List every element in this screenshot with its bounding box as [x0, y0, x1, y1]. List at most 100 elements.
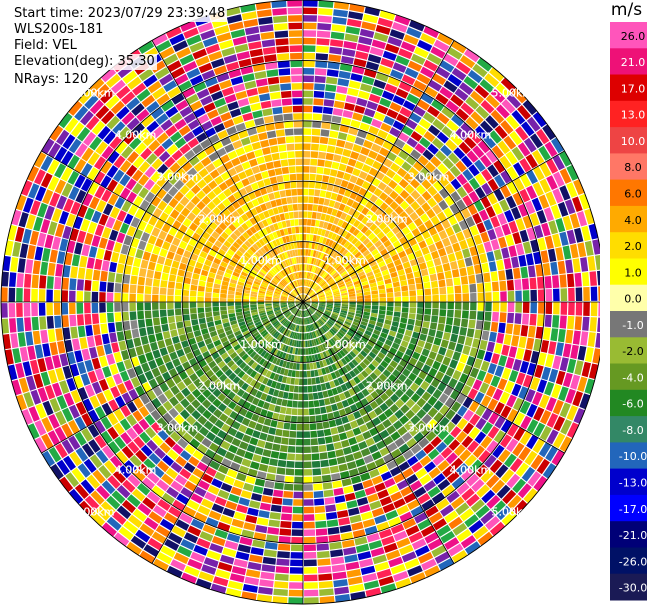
velocity-gate — [152, 317, 161, 326]
velocity-gate — [393, 473, 405, 484]
velocity-gate — [386, 108, 399, 119]
velocity-gate — [196, 404, 207, 415]
velocity-gate — [287, 151, 295, 159]
velocity-gate — [439, 60, 455, 73]
velocity-gate — [271, 497, 283, 505]
velocity-gate — [303, 371, 307, 378]
velocity-gate — [555, 247, 564, 261]
velocity-gate — [327, 266, 334, 273]
velocity-gate — [160, 316, 168, 325]
velocity-gate — [91, 210, 102, 224]
velocity-gate — [451, 67, 467, 81]
velocity-gate — [203, 102, 216, 113]
velocity-gate — [303, 529, 316, 536]
velocity-gate — [144, 370, 154, 381]
velocity-gate — [218, 222, 228, 231]
velocity-gate — [47, 430, 60, 446]
velocity-gate — [288, 298, 295, 301]
velocity-gate — [553, 416, 566, 432]
velocity-gate — [326, 512, 338, 520]
velocity-gate — [409, 382, 420, 392]
velocity-gate — [254, 478, 266, 487]
velocity-gate — [227, 194, 237, 204]
velocity-gate — [436, 112, 450, 125]
velocity-gate — [362, 14, 379, 24]
velocity-gate — [309, 257, 313, 264]
velocity-gate — [420, 425, 432, 437]
velocity-gate — [242, 330, 250, 336]
velocity-gate — [358, 171, 368, 180]
velocity-gate — [377, 280, 385, 286]
velocity-gate — [303, 135, 312, 143]
velocity-gate — [542, 263, 551, 276]
velocity-gate — [267, 271, 274, 278]
velocity-gate — [371, 333, 379, 340]
velocity-gate — [242, 364, 250, 373]
velocity-gate — [282, 360, 288, 368]
velocity-gate — [135, 345, 144, 356]
velocity-gate — [435, 371, 445, 381]
velocity-gate — [214, 356, 223, 365]
velocity-gate — [427, 486, 441, 498]
velocity-gate — [279, 383, 286, 391]
velocity-gate — [145, 351, 154, 362]
velocity-gate — [76, 230, 87, 244]
velocity-gate — [174, 403, 185, 414]
velocity-gate — [101, 227, 112, 239]
velocity-gate — [189, 290, 197, 297]
velocity-gate — [205, 287, 213, 293]
velocity-gate — [279, 229, 285, 237]
velocity-gate — [201, 120, 213, 131]
velocity-gate — [366, 532, 380, 543]
velocity-gate — [173, 253, 182, 262]
velocity-gate — [303, 294, 306, 301]
velocity-gate — [171, 525, 186, 538]
velocity-gate — [414, 143, 426, 154]
velocity-gate — [339, 432, 348, 441]
velocity-gate — [341, 292, 348, 296]
velocity-gate — [450, 178, 462, 190]
velocity-gate — [284, 287, 291, 293]
velocity-gate — [393, 216, 403, 225]
velocity-gate — [364, 305, 371, 309]
velocity-gate — [311, 315, 317, 321]
velocity-gate — [299, 310, 302, 317]
velocity-gate — [293, 499, 303, 506]
velocity-gate — [416, 184, 426, 195]
velocity-gate — [171, 93, 185, 105]
velocity-gate — [132, 508, 147, 522]
velocity-gate — [233, 83, 246, 93]
velocity-gate — [287, 285, 292, 291]
velocity-gate — [321, 474, 332, 483]
velocity-gate — [282, 205, 289, 213]
velocity-gate — [552, 154, 565, 171]
velocity-gate — [459, 508, 474, 522]
velocity-gate — [298, 272, 301, 279]
velocity-gate — [37, 387, 49, 403]
velocity-gate — [417, 295, 424, 302]
velocity-gate — [278, 68, 291, 76]
velocity-gate — [283, 310, 290, 315]
velocity-gate — [344, 33, 359, 43]
velocity-gate — [374, 457, 386, 468]
velocity-gate — [284, 259, 289, 267]
velocity-gate — [423, 480, 437, 492]
velocity-gate — [197, 211, 207, 221]
velocity-gate — [268, 403, 276, 412]
velocity-gate — [400, 404, 410, 414]
velocity-gate — [68, 419, 80, 435]
velocity-gate — [282, 319, 288, 326]
velocity-gate — [472, 445, 485, 458]
velocity-gate — [296, 287, 300, 294]
velocity-gate — [208, 51, 223, 62]
velocity-gate — [228, 313, 236, 318]
velocity-gate — [152, 208, 163, 219]
velocity-gate — [279, 445, 288, 453]
velocity-gate — [536, 210, 547, 224]
velocity-gate — [179, 106, 193, 118]
velocity-gate — [159, 212, 169, 223]
velocity-gate — [208, 414, 218, 425]
velocity-gate — [259, 285, 267, 290]
velocity-gate — [310, 226, 315, 234]
velocity-gate — [438, 188, 450, 199]
